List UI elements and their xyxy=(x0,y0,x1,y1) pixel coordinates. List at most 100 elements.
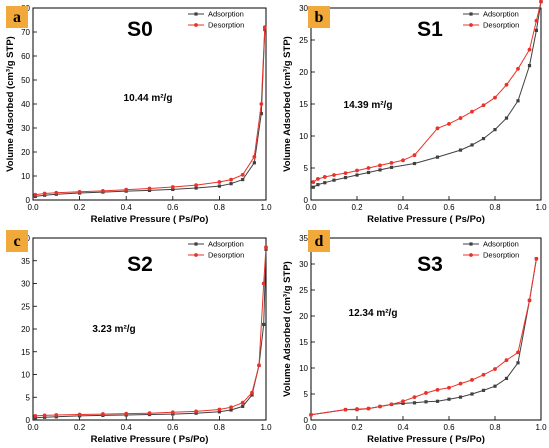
data-point-desorption xyxy=(147,186,152,191)
data-point-desorption xyxy=(504,358,509,363)
chart-panel-d: 0.0 0.2 0.4 0.6 0.8 1.0 0 5 10 15 20 25 30 35 Relative… xyxy=(282,230,547,445)
y-tick-label: 15 xyxy=(299,100,308,109)
data-point-desorption xyxy=(378,163,382,168)
data-point-adsorption xyxy=(378,168,382,172)
data-point-desorption xyxy=(343,171,348,176)
legend-marker xyxy=(469,23,473,27)
y-tick-label: 20 xyxy=(21,148,30,157)
y-tick-label: 30 xyxy=(21,280,30,289)
data-point-adsorption xyxy=(323,181,327,185)
panel-label: a xyxy=(13,9,21,26)
data-point-desorption xyxy=(54,190,59,195)
data-point-desorption xyxy=(343,407,348,412)
data-point-desorption xyxy=(481,103,486,108)
x-tick-label: 0.4 xyxy=(397,423,409,432)
series-line-desorption xyxy=(35,27,266,196)
data-point-desorption xyxy=(322,175,327,179)
panel-label: b xyxy=(315,9,324,26)
data-point-desorption xyxy=(42,413,47,418)
data-point-desorption xyxy=(470,378,474,382)
data-point-desorption xyxy=(33,414,38,418)
data-point-adsorption xyxy=(229,408,233,412)
legend-entry: Adsorption xyxy=(208,10,244,19)
legend-entry: Desorption xyxy=(483,251,519,260)
x-axis-label: Relative Pressure ( Ps/Po) xyxy=(91,434,209,445)
x-tick-label: 0.0 xyxy=(27,423,39,432)
x-tick-label: 0.2 xyxy=(74,203,86,212)
y-tick-label: 10 xyxy=(299,364,308,373)
data-point-desorption xyxy=(516,66,520,71)
data-point-adsorption xyxy=(332,178,336,182)
y-tick-label: 30 xyxy=(299,4,308,13)
data-point-desorption xyxy=(401,399,405,404)
series-line-desorption xyxy=(310,258,537,416)
y-tick-label: 50 xyxy=(21,76,30,85)
x-tick-label: 0.6 xyxy=(167,423,179,432)
data-point-adsorption xyxy=(262,322,266,327)
panel-title: S0 xyxy=(127,18,153,41)
data-point-adsorption xyxy=(250,393,254,397)
data-point-adsorption xyxy=(229,182,233,186)
y-tick-label: 0 xyxy=(304,416,309,425)
data-point-adsorption xyxy=(470,392,474,396)
data-point-adsorption xyxy=(147,188,152,192)
y-tick-label: 30 xyxy=(299,260,308,269)
y-axis-label: Volume Adsorbed (cm³/g STP) xyxy=(282,36,293,172)
x-tick-label: 0.8 xyxy=(489,203,501,212)
data-point-desorption xyxy=(101,188,105,193)
x-tick-label: 0.2 xyxy=(351,203,363,212)
data-point-desorption xyxy=(534,256,539,261)
x-tick-label: 0.2 xyxy=(74,423,86,432)
y-tick-label: 20 xyxy=(299,312,308,321)
x-tick-label: 0.0 xyxy=(305,423,317,432)
data-point-desorption xyxy=(493,367,497,371)
panel-label-badge xyxy=(308,230,330,252)
legend-marker xyxy=(194,23,198,27)
legend-marker xyxy=(194,242,198,246)
y-tick-label: 20 xyxy=(21,325,30,334)
data-point-desorption xyxy=(366,406,371,411)
legend-entry: Desorption xyxy=(208,21,244,30)
y-axis-label: Volume Adsorbed (cm³/g STP) xyxy=(5,36,16,172)
data-point-desorption xyxy=(435,126,440,131)
data-point-desorption xyxy=(42,191,47,196)
data-point-adsorption xyxy=(516,99,520,103)
data-point-adsorption xyxy=(435,155,440,159)
data-point-desorption xyxy=(401,158,405,163)
y-tick-label: 70 xyxy=(21,28,30,37)
y-tick-label: 0 xyxy=(26,196,31,205)
x-tick-label: 0.0 xyxy=(27,203,39,212)
y-tick-label: 25 xyxy=(299,286,308,295)
y-tick-label: 10 xyxy=(21,172,30,181)
legend-marker xyxy=(194,253,198,257)
surface-area-annotation: 12.34 m²/g xyxy=(349,308,398,319)
data-point-adsorption xyxy=(516,361,520,365)
x-tick-label: 1.0 xyxy=(260,423,272,432)
legend-entry: Desorption xyxy=(208,251,244,260)
y-tick-label: 30 xyxy=(21,124,30,133)
data-point-adsorption xyxy=(241,404,245,408)
data-point-desorption xyxy=(250,390,254,395)
data-point-adsorption xyxy=(343,176,348,180)
data-point-desorption xyxy=(217,180,222,184)
data-point-adsorption xyxy=(316,183,320,187)
data-point-adsorption xyxy=(241,178,245,182)
surface-area-annotation: 14.39 m²/g xyxy=(344,100,393,111)
series-line-desorption xyxy=(35,247,267,417)
y-tick-label: 5 xyxy=(304,390,309,399)
x-tick-label: 0.6 xyxy=(167,203,179,212)
data-point-adsorption xyxy=(412,161,417,166)
legend-entry: Desorption xyxy=(483,21,519,30)
data-point-desorption xyxy=(412,395,417,400)
data-point-adsorption xyxy=(447,397,451,401)
data-point-desorption xyxy=(534,18,539,23)
data-point-desorption xyxy=(309,412,313,417)
data-point-desorption xyxy=(261,281,266,286)
data-point-desorption xyxy=(527,298,532,303)
series-line-desorption xyxy=(313,1,542,183)
data-point-desorption xyxy=(389,402,394,407)
legend-entry: Adsorption xyxy=(208,240,244,249)
x-tick-label: 0.8 xyxy=(489,423,501,432)
legend-marker xyxy=(469,12,473,16)
data-point-desorption xyxy=(504,82,509,87)
